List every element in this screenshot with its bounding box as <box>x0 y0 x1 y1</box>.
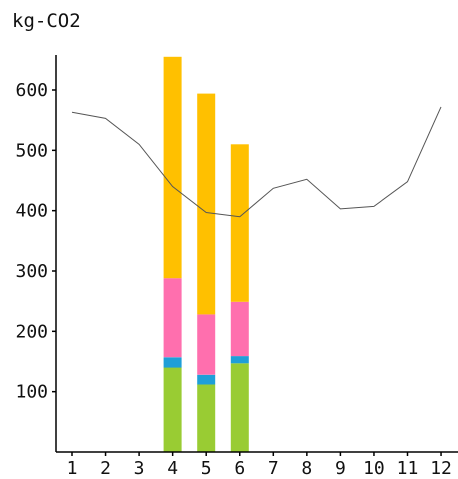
x-tick-label: 4 <box>167 458 178 479</box>
bar-segment-6-4 <box>230 144 249 302</box>
bar-segment-6-3 <box>230 301 249 357</box>
bar-segment-5-4 <box>197 93 216 315</box>
x-axis-tick-labels: 1 2 3 4 5 6 7 8 9 10 11 12 <box>67 458 452 479</box>
x-tick-label: 12 <box>430 458 452 479</box>
bar-segment-6-2 <box>230 356 249 364</box>
x-tick-label: 9 <box>335 458 346 479</box>
bar-segment-4-3 <box>163 278 182 358</box>
bar-segment-4-4 <box>163 56 182 279</box>
bar-segment-5-1 <box>197 384 216 452</box>
x-tick-label: 5 <box>201 458 212 479</box>
x-tick-label: 1 <box>67 458 78 479</box>
x-tick-label: 6 <box>234 458 245 479</box>
x-tick-label: 8 <box>301 458 312 479</box>
bar-segment-6-1 <box>230 363 249 452</box>
y-axis-tick-labels: 100 200 300 400 500 600 <box>15 80 48 403</box>
y-axis-unit-label: kg-CO2 <box>12 10 81 32</box>
x-tick-label: 11 <box>397 458 419 479</box>
bar-segment-5-3 <box>197 314 216 375</box>
x-tick-label: 3 <box>134 458 145 479</box>
trend-line-layer <box>71 106 442 218</box>
x-tick-label: 10 <box>363 458 385 479</box>
trend-line <box>71 106 442 218</box>
y-tick-label: 500 <box>15 140 48 161</box>
x-tick-label: 2 <box>100 458 111 479</box>
y-tick-label: 100 <box>15 382 48 403</box>
bar-segment-4-2 <box>163 357 182 368</box>
chart-axes <box>52 55 458 456</box>
bar-segment-4-1 <box>163 367 182 452</box>
y-tick-label: 600 <box>15 80 48 101</box>
y-tick-label: 200 <box>15 321 48 342</box>
y-tick-label: 300 <box>15 261 48 282</box>
y-tick-label: 400 <box>15 201 48 222</box>
x-tick-label: 7 <box>268 458 279 479</box>
bar-segments <box>163 56 249 452</box>
bar-segment-5-2 <box>197 374 216 385</box>
